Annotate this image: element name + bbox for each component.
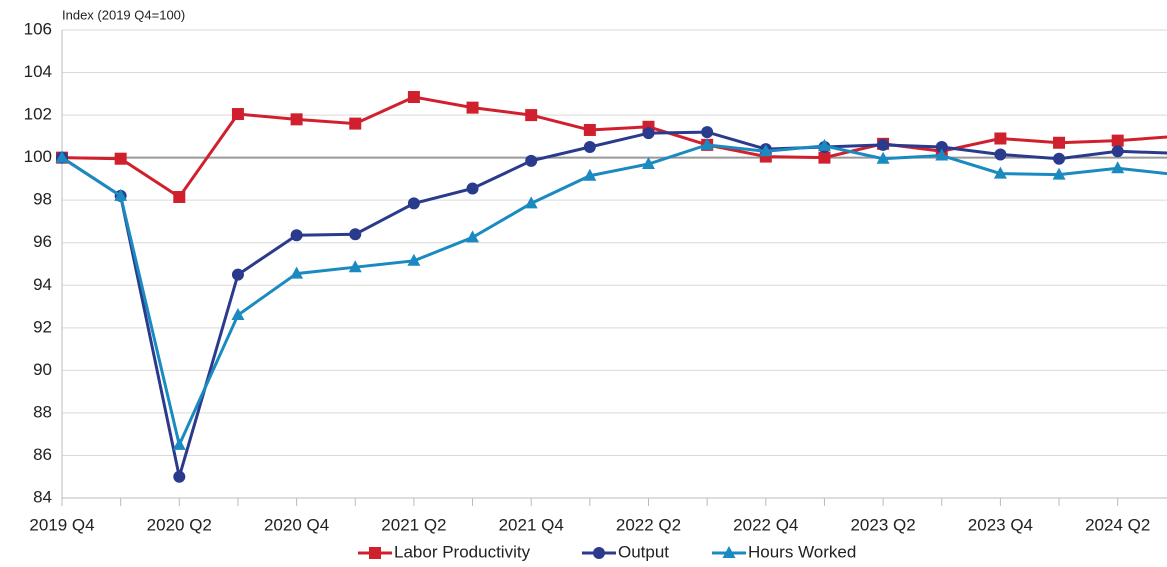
- point: [407, 197, 420, 210]
- point: [173, 470, 186, 483]
- legend-marker: [593, 547, 605, 559]
- x-tick-label: 2021 Q4: [499, 515, 564, 534]
- point: [172, 437, 186, 450]
- y-tick-label: 96: [33, 232, 52, 251]
- legend-item: Labor Productivity: [358, 542, 531, 561]
- point: [994, 132, 1007, 145]
- point: [114, 188, 128, 201]
- point: [525, 109, 538, 122]
- point: [525, 154, 538, 167]
- y-tick-label: 84: [33, 487, 52, 506]
- y-tick-label: 88: [33, 402, 52, 421]
- y-tick-label: 102: [24, 105, 52, 124]
- series-line: [61, 143, 1167, 450]
- point: [583, 123, 596, 136]
- point: [1053, 152, 1066, 165]
- y-tick-label: 106: [24, 19, 52, 38]
- legend-label: Hours Worked: [748, 542, 856, 561]
- point: [818, 151, 831, 164]
- point: [642, 157, 655, 170]
- y-tick-label: 98: [33, 190, 52, 209]
- point: [701, 126, 714, 139]
- point: [466, 230, 480, 243]
- x-tick-label: 2024 Q2: [1085, 515, 1150, 534]
- point: [877, 138, 890, 151]
- x-tick-label: 2023 Q4: [968, 515, 1033, 534]
- point: [876, 151, 890, 164]
- legend-marker: [369, 547, 381, 559]
- point: [231, 108, 244, 121]
- y-tick-label: 86: [33, 445, 52, 464]
- x-tick-label: 2021 Q2: [381, 515, 446, 534]
- point: [290, 113, 303, 126]
- point: [994, 148, 1007, 161]
- x-tick-label: 2023 Q2: [850, 515, 915, 534]
- point: [524, 196, 538, 209]
- point: [1052, 167, 1066, 180]
- y-tick-label: 92: [33, 317, 52, 336]
- point: [349, 117, 362, 130]
- x-tick-label: 2019 Q4: [29, 515, 94, 534]
- point: [348, 260, 362, 273]
- x-tick-label: 2022 Q4: [733, 515, 798, 534]
- y-axis-title: Index (2019 Q4=100): [62, 7, 185, 22]
- point: [231, 308, 245, 321]
- legend-item: Output: [582, 542, 669, 561]
- point: [466, 101, 479, 114]
- point: [700, 137, 714, 150]
- point: [466, 182, 479, 195]
- point: [55, 150, 69, 163]
- y-tick-label: 94: [33, 275, 52, 294]
- point: [290, 229, 303, 242]
- legend-marker: [722, 546, 736, 558]
- point: [759, 144, 773, 157]
- x-tick-label: 2020 Q4: [264, 515, 329, 534]
- point: [290, 266, 304, 279]
- point: [817, 138, 831, 151]
- point: [231, 268, 244, 281]
- point: [642, 127, 655, 140]
- point: [1111, 161, 1125, 174]
- y-tick-label: 90: [33, 360, 52, 379]
- point: [1053, 136, 1066, 149]
- point: [935, 148, 949, 161]
- y-tick-label: 100: [24, 147, 52, 166]
- legend-item: Hours Worked: [712, 542, 856, 561]
- point: [935, 141, 948, 153]
- point: [173, 190, 186, 203]
- point: [407, 91, 420, 104]
- point: [407, 253, 421, 266]
- point: [583, 168, 597, 181]
- x-tick-label: 2020 Q2: [147, 515, 212, 534]
- point: [993, 166, 1007, 179]
- legend-label: Labor Productivity: [394, 542, 531, 561]
- legend-label: Output: [618, 542, 669, 561]
- series-line: [61, 130, 1167, 478]
- point: [114, 152, 127, 165]
- series-line: [61, 95, 1167, 200]
- point: [583, 141, 596, 153]
- x-tick-label: 2022 Q2: [616, 515, 681, 534]
- y-tick-label: 104: [24, 62, 52, 81]
- point: [1111, 134, 1124, 147]
- point: [1111, 145, 1124, 158]
- point: [349, 228, 362, 241]
